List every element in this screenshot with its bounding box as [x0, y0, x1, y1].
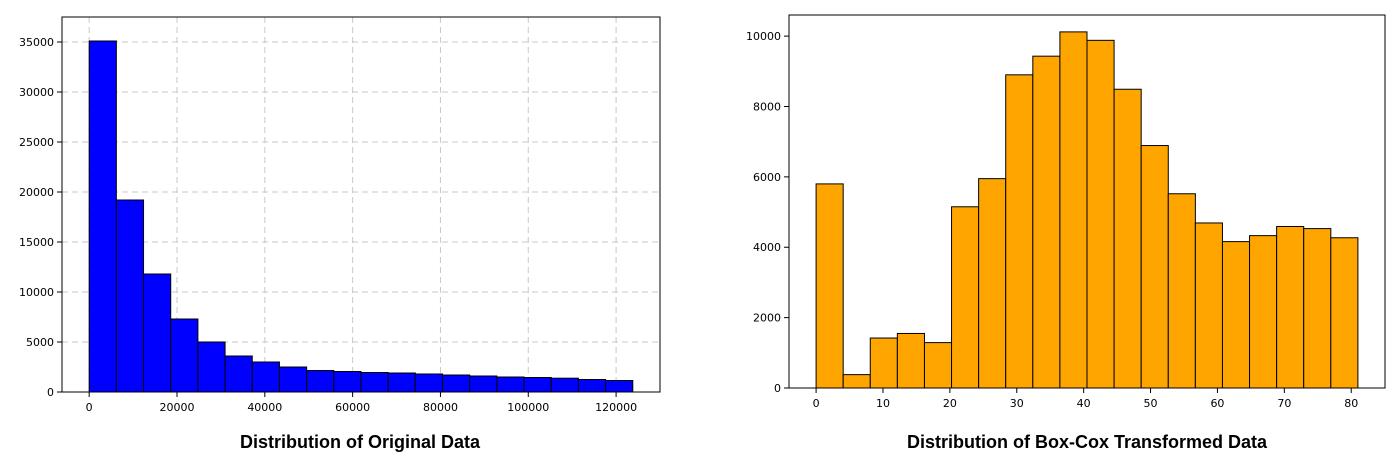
bar-original-3 — [170, 318, 199, 393]
bar-original-2 — [143, 273, 172, 393]
ytick-label-original-6: 30000 — [19, 86, 54, 99]
xtick-label-boxcox-8: 80 — [1344, 397, 1358, 410]
ytick-label-original-5: 25000 — [19, 136, 54, 149]
bar-boxcox-7 — [1005, 74, 1034, 389]
xtick-label-original-0: 0 — [86, 401, 93, 414]
plot-boxcox: 0 10 20 30 40 50 60 70 80 0 2000 4000 6000 8000 10000 — [746, 14, 1386, 410]
bar-boxcox-19 — [1330, 237, 1359, 389]
bar-boxcox-6 — [978, 178, 1007, 389]
bar-boxcox-5 — [951, 206, 980, 389]
bar-boxcox-11 — [1113, 88, 1142, 389]
caption-original: Distribution of Original Data — [239, 432, 480, 452]
bar-original-12 — [414, 373, 444, 393]
bar-original-17 — [550, 377, 579, 393]
axes-frame-boxcox — [788, 14, 1386, 389]
ytick-label-original-1: 5000 — [26, 336, 54, 349]
bar-original-1 — [115, 199, 145, 393]
ytick-label-boxcox-3: 6000 — [753, 171, 781, 184]
xtick-label-boxcox-2: 20 — [943, 397, 957, 410]
xtick-label-boxcox-7: 70 — [1277, 397, 1291, 410]
bar-original-15 — [496, 376, 525, 393]
bar-original-14 — [469, 375, 498, 393]
bar-original-11 — [387, 372, 416, 393]
bar-original-13 — [442, 374, 471, 393]
bar-original-6 — [251, 361, 280, 393]
bar-boxcox-16 — [1249, 235, 1278, 389]
xtick-label-boxcox-0: 0 — [813, 397, 820, 410]
axes-frame-original — [61, 16, 661, 393]
xtick-label-boxcox-1: 10 — [876, 397, 890, 410]
plot-original: 0 20000 40000 60000 80000 100000 120000 0 5000 10… — [19, 16, 661, 414]
bar-boxcox-13 — [1167, 193, 1196, 389]
ytick-label-original-0: 0 — [47, 386, 54, 399]
xtick-label-boxcox-3: 30 — [1010, 397, 1024, 410]
xtick-label-boxcox-5: 50 — [1144, 397, 1158, 410]
caption-boxcox: Distribution of Box-Cox Transformed Data — [906, 432, 1268, 452]
bar-boxcox-2 — [869, 337, 898, 389]
xtick-label-original-6: 120000 — [595, 401, 637, 414]
ytick-label-boxcox-0: 0 — [774, 382, 781, 395]
ytick-label-original-4: 20000 — [19, 186, 54, 199]
ytick-label-original-2: 10000 — [19, 286, 54, 299]
xtick-label-original-1: 20000 — [159, 401, 194, 414]
bar-boxcox-0 — [815, 183, 844, 389]
bar-boxcox-4 — [923, 342, 953, 389]
xtick-label-original-2: 40000 — [247, 401, 282, 414]
bar-original-7 — [278, 366, 308, 393]
bar-boxcox-15 — [1221, 241, 1251, 389]
bar-boxcox-14 — [1194, 222, 1223, 389]
ytick-label-original-3: 15000 — [19, 236, 54, 249]
ytick-label-boxcox-1: 2000 — [753, 312, 781, 325]
xtick-label-boxcox-6: 60 — [1210, 397, 1224, 410]
bar-boxcox-12 — [1140, 145, 1169, 389]
bar-boxcox-17 — [1276, 225, 1305, 389]
bar-original-9 — [333, 371, 362, 393]
bar-original-8 — [306, 370, 335, 393]
bar-original-0 — [88, 40, 117, 393]
ytick-label-boxcox-2: 4000 — [753, 241, 781, 254]
bar-original-10 — [360, 372, 389, 393]
bar-boxcox-10 — [1086, 39, 1115, 389]
bar-original-16 — [523, 377, 552, 393]
bar-original-5 — [224, 355, 253, 393]
bar-boxcox-3 — [896, 332, 925, 389]
bar-boxcox-9 — [1059, 31, 1088, 389]
xtick-label-original-3: 60000 — [335, 401, 370, 414]
ytick-label-original-7: 35000 — [19, 36, 54, 49]
xtick-label-original-4: 80000 — [423, 401, 458, 414]
xtick-label-boxcox-4: 40 — [1077, 397, 1091, 410]
ytick-label-boxcox-4: 8000 — [753, 100, 781, 113]
bar-boxcox-1 — [842, 374, 871, 389]
bar-boxcox-8 — [1032, 55, 1061, 389]
bar-original-4 — [197, 341, 226, 393]
ytick-label-boxcox-5: 10000 — [746, 30, 781, 43]
bar-boxcox-18 — [1303, 228, 1332, 389]
bar-original-18 — [577, 379, 607, 393]
bar-original-19 — [605, 380, 634, 393]
xtick-label-original-5: 100000 — [507, 401, 549, 414]
